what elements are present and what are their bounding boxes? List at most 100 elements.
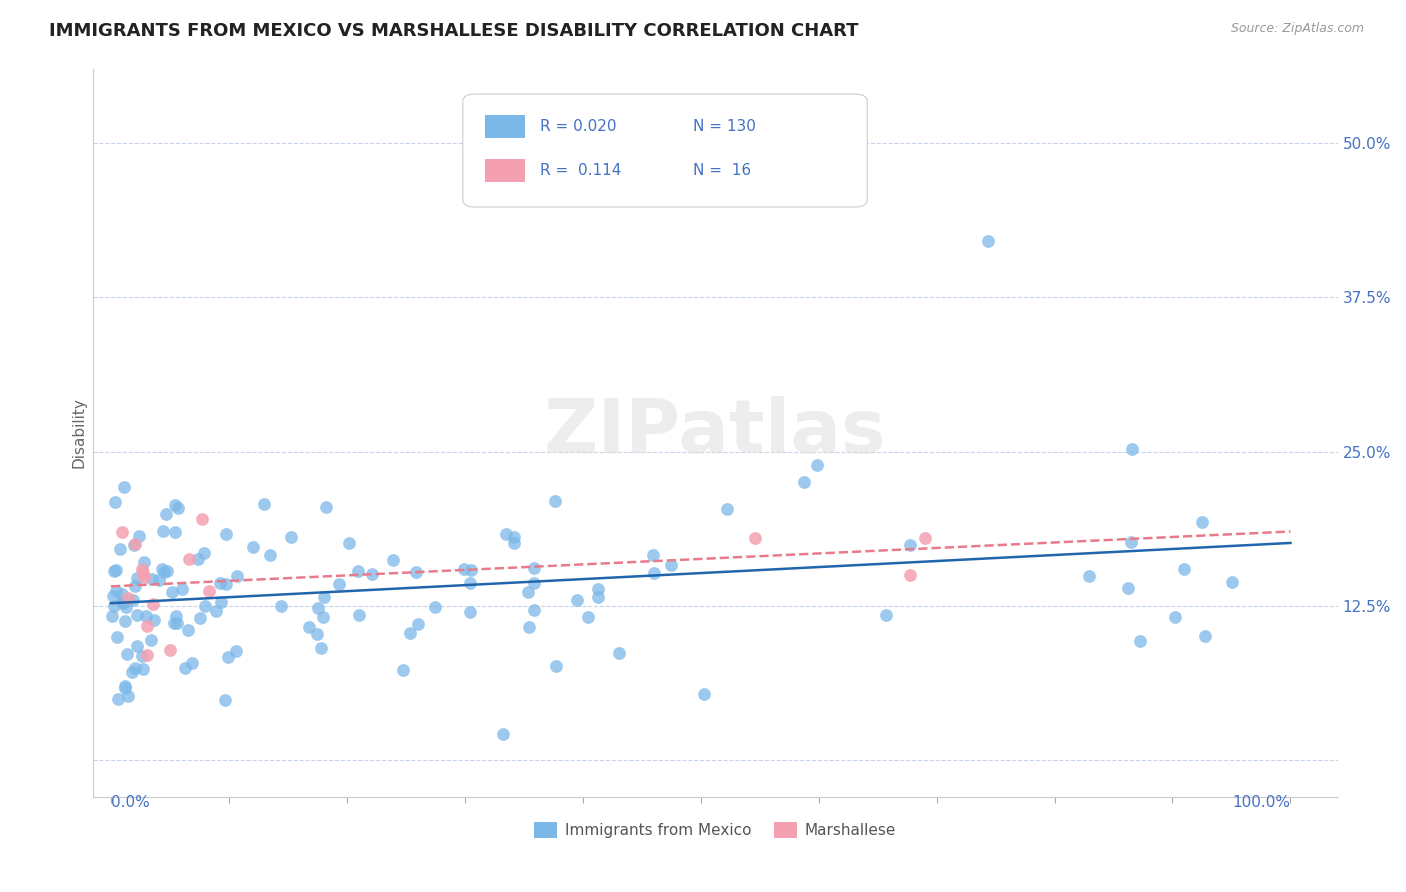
Point: [105, 563, 128, 577]
Point: [134, 570, 156, 584]
Point: [312, 610, 335, 624]
Point: [252, 497, 274, 511]
Point: [163, 615, 186, 630]
Point: [217, 650, 239, 665]
Text: Source: ZipAtlas.com: Source: ZipAtlas.com: [1230, 22, 1364, 36]
Point: [381, 553, 404, 567]
Point: [115, 647, 138, 661]
Text: IMMIGRANTS FROM MEXICO VS MARSHALLESE DISABILITY CORRELATION CHART: IMMIGRANTS FROM MEXICO VS MARSHALLESE DI…: [49, 22, 859, 40]
Point: [280, 530, 302, 544]
Point: [586, 590, 609, 604]
Point: [1191, 515, 1213, 529]
Point: [209, 595, 232, 609]
Point: [544, 659, 567, 673]
FancyBboxPatch shape: [485, 159, 524, 182]
Point: [517, 585, 540, 599]
Point: [110, 595, 132, 609]
Text: N =  16: N = 16: [693, 163, 751, 178]
Point: [122, 538, 145, 552]
Point: [1222, 574, 1244, 589]
Point: [101, 608, 124, 623]
Point: [141, 572, 163, 586]
Point: [112, 480, 135, 494]
Point: [132, 662, 155, 676]
Point: [492, 727, 515, 741]
Point: [339, 536, 361, 550]
Point: [165, 608, 187, 623]
Point: [114, 681, 136, 695]
Point: [311, 640, 333, 655]
Point: [298, 620, 321, 634]
Point: [565, 593, 588, 607]
Point: [125, 571, 148, 585]
Point: [744, 531, 766, 545]
Point: [121, 665, 143, 679]
Text: 0.0%: 0.0%: [111, 795, 149, 810]
Point: [1164, 610, 1187, 624]
Point: [128, 528, 150, 542]
Point: [124, 579, 146, 593]
Point: [165, 525, 187, 540]
Point: [205, 604, 228, 618]
Point: [194, 599, 217, 614]
Point: [423, 599, 446, 614]
Point: [181, 657, 204, 671]
Point: [142, 597, 165, 611]
Point: [347, 564, 370, 578]
Point: [104, 583, 127, 598]
Point: [495, 527, 517, 541]
Point: [659, 558, 682, 572]
Point: [103, 590, 125, 604]
Point: [150, 562, 173, 576]
Point: [543, 494, 565, 508]
Point: [502, 535, 524, 549]
Point: [124, 537, 146, 551]
Point: [305, 627, 328, 641]
Point: [215, 577, 238, 591]
Point: [214, 526, 236, 541]
Point: [104, 495, 127, 509]
Point: [875, 607, 897, 622]
Point: [226, 569, 249, 583]
Point: [187, 552, 209, 566]
Point: [270, 599, 292, 613]
Point: [191, 512, 214, 526]
Point: [312, 590, 335, 604]
Text: R = 0.020: R = 0.020: [540, 120, 616, 135]
Point: [139, 633, 162, 648]
Point: [111, 596, 134, 610]
Point: [398, 626, 420, 640]
Point: [111, 596, 134, 610]
Point: [1077, 569, 1099, 583]
Point: [131, 649, 153, 664]
Point: [259, 548, 281, 562]
Point: [177, 623, 200, 637]
Point: [1129, 633, 1152, 648]
Point: [898, 567, 921, 582]
Point: [177, 551, 200, 566]
Point: [460, 575, 482, 590]
Point: [806, 458, 828, 472]
Point: [643, 566, 665, 581]
Point: [132, 566, 155, 580]
Point: [173, 661, 195, 675]
Point: [914, 531, 936, 545]
Point: [193, 547, 215, 561]
Point: [1121, 534, 1143, 549]
Point: [392, 663, 415, 677]
Point: [1173, 561, 1195, 575]
Point: [1194, 629, 1216, 643]
Point: [517, 620, 540, 634]
Point: [578, 610, 600, 624]
Point: [135, 609, 157, 624]
Point: [693, 687, 716, 701]
Point: [103, 599, 125, 613]
Point: [166, 501, 188, 516]
Point: [225, 644, 247, 658]
Point: [641, 548, 664, 562]
Point: [162, 584, 184, 599]
Point: [166, 616, 188, 631]
Point: [406, 617, 429, 632]
Point: [117, 689, 139, 703]
Point: [111, 524, 134, 539]
